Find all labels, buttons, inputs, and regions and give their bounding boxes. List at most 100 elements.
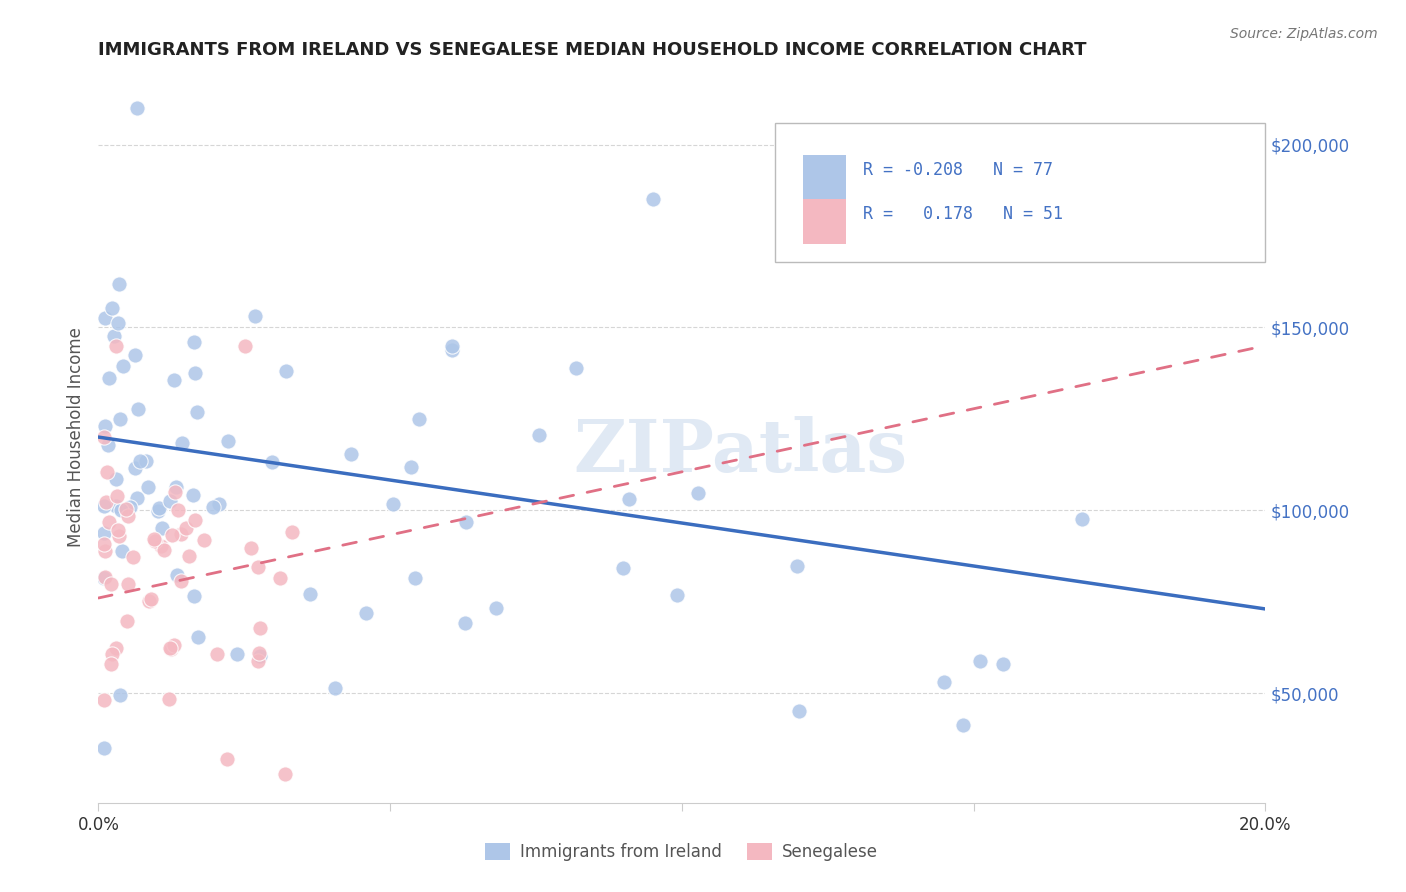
Point xyxy=(111,544,134,558)
Point xyxy=(243,309,266,323)
Point xyxy=(103,328,125,343)
Point xyxy=(166,568,188,582)
Point xyxy=(399,460,422,475)
Point xyxy=(110,502,132,516)
Point xyxy=(686,486,709,500)
Point xyxy=(94,544,117,558)
Point xyxy=(101,647,124,661)
Point xyxy=(93,311,115,326)
Point xyxy=(354,607,377,621)
FancyBboxPatch shape xyxy=(803,199,846,244)
Point xyxy=(163,639,186,653)
Y-axis label: Median Household Income: Median Household Income xyxy=(66,327,84,547)
Point xyxy=(163,484,186,499)
Point xyxy=(186,405,208,419)
Point xyxy=(786,558,808,573)
Point xyxy=(108,529,131,543)
Point xyxy=(274,766,297,780)
Point xyxy=(260,455,283,469)
Point xyxy=(108,412,131,426)
Point xyxy=(441,339,464,353)
Point xyxy=(165,480,187,494)
Text: ZIPatlas: ZIPatlas xyxy=(574,417,907,487)
Point xyxy=(454,616,477,631)
Point xyxy=(150,539,173,553)
Text: Source: ZipAtlas.com: Source: ZipAtlas.com xyxy=(1230,27,1378,41)
Point xyxy=(107,316,129,330)
Point xyxy=(183,589,205,603)
Point xyxy=(170,526,193,541)
Point xyxy=(100,657,122,671)
Point xyxy=(105,499,128,513)
Point xyxy=(170,436,193,450)
Point xyxy=(177,549,200,564)
Point xyxy=(163,373,186,387)
Point xyxy=(146,504,169,518)
Point xyxy=(127,401,149,416)
Point xyxy=(93,500,115,514)
Point xyxy=(274,364,297,378)
Point xyxy=(215,752,238,766)
Point xyxy=(404,571,426,585)
Point xyxy=(94,495,117,509)
Point xyxy=(666,589,689,603)
Point xyxy=(207,648,229,662)
Point xyxy=(117,614,139,628)
Point xyxy=(93,537,115,551)
Point xyxy=(169,574,191,589)
Point xyxy=(105,338,128,352)
Point xyxy=(105,640,128,655)
Point xyxy=(408,411,430,425)
Point xyxy=(93,571,115,585)
Point xyxy=(183,513,205,527)
Point xyxy=(339,447,361,461)
Point xyxy=(150,521,173,535)
Point xyxy=(115,501,138,516)
Point xyxy=(187,630,209,644)
Point xyxy=(485,601,508,615)
Point xyxy=(456,515,478,529)
Point xyxy=(138,594,160,608)
Point xyxy=(323,681,346,696)
Point xyxy=(441,343,464,358)
Point xyxy=(93,740,115,755)
Point xyxy=(105,489,128,503)
Point xyxy=(174,521,197,535)
Point xyxy=(382,497,405,511)
Point xyxy=(269,571,291,585)
Point xyxy=(934,674,956,689)
Point xyxy=(527,427,550,442)
Point xyxy=(108,689,131,703)
Point xyxy=(105,472,128,486)
Point xyxy=(101,301,124,316)
Point xyxy=(217,434,239,448)
Point xyxy=(93,526,115,541)
Point xyxy=(148,500,170,515)
Point xyxy=(124,461,146,475)
Point xyxy=(124,348,146,362)
Point xyxy=(143,534,166,549)
Point xyxy=(246,559,269,574)
Point xyxy=(181,488,204,502)
Point xyxy=(249,648,271,663)
Point xyxy=(233,338,256,352)
Point xyxy=(225,647,247,661)
Legend: Immigrants from Ireland, Senegalese: Immigrants from Ireland, Senegalese xyxy=(479,836,884,868)
Point xyxy=(98,371,121,385)
Point xyxy=(240,541,263,555)
Point xyxy=(96,465,118,479)
Point xyxy=(249,622,271,636)
Point xyxy=(136,480,159,494)
Point xyxy=(125,101,148,115)
Point xyxy=(201,500,224,514)
Point xyxy=(108,277,131,291)
Point xyxy=(97,515,120,529)
Point xyxy=(160,641,183,656)
Point xyxy=(135,453,157,467)
Point xyxy=(100,576,122,591)
Point xyxy=(128,454,150,468)
Point xyxy=(183,334,205,349)
Point xyxy=(152,542,174,557)
Point xyxy=(93,570,115,584)
Point xyxy=(117,509,139,524)
